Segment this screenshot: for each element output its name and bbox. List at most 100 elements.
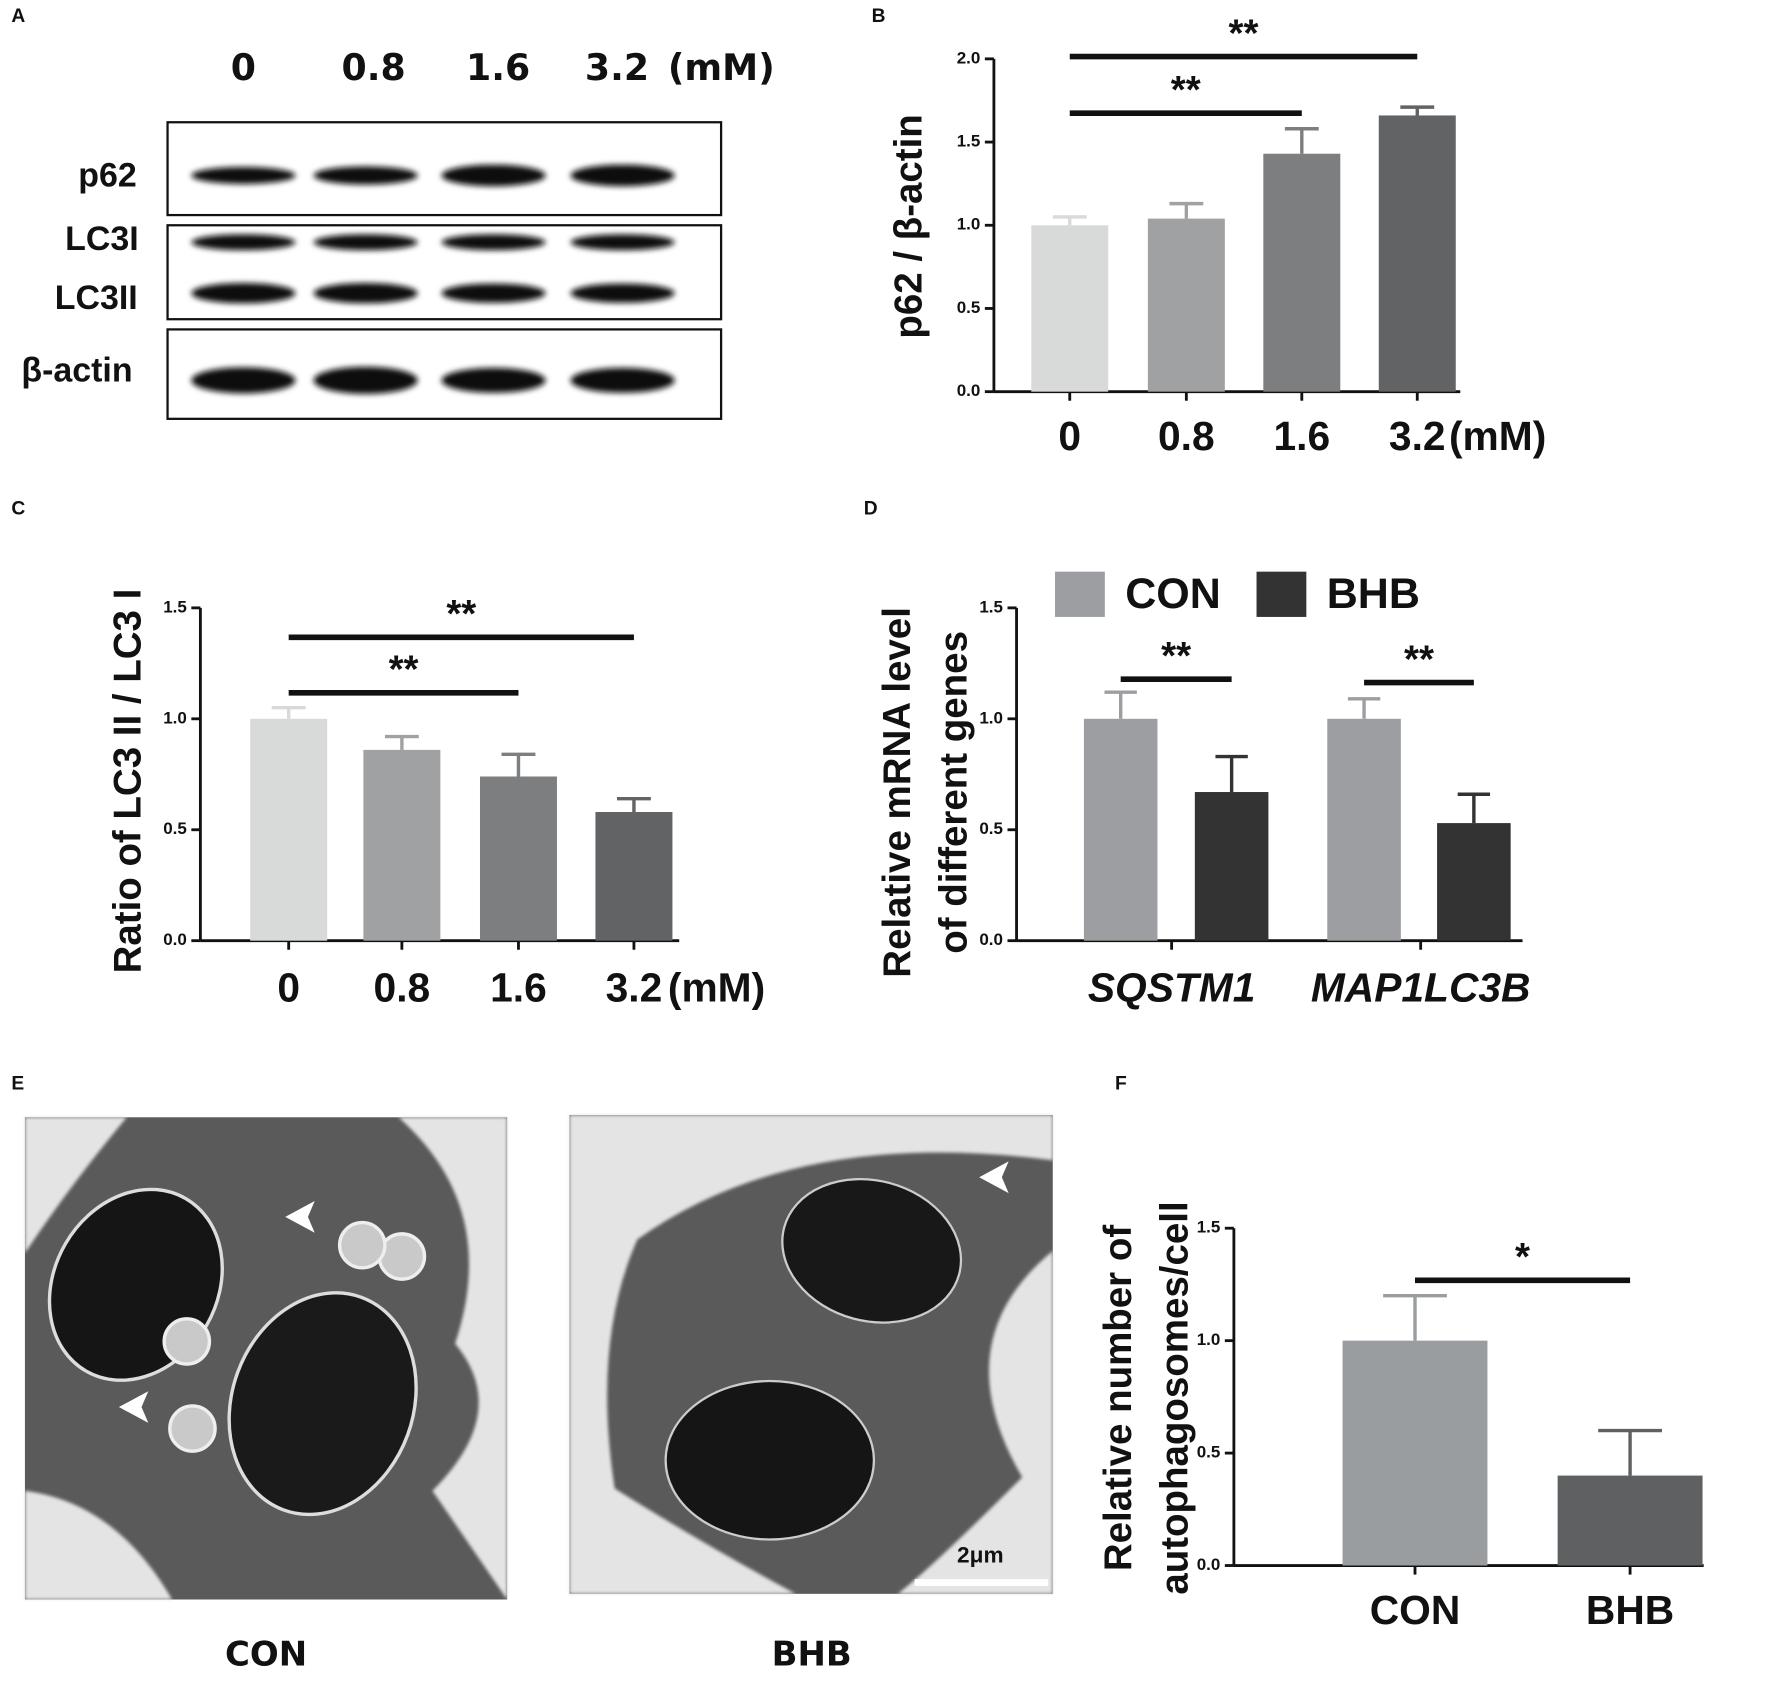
blot-band [313, 366, 418, 394]
x-tick-label: 3.2 [606, 964, 663, 1010]
arrowhead [285, 1201, 315, 1233]
bar [1557, 1475, 1703, 1566]
bar [1147, 218, 1225, 392]
nucleus [781, 1177, 963, 1324]
error-bar [1347, 697, 1381, 719]
x-tick-label: 1.6 [1273, 413, 1330, 459]
significance-label: ** [1171, 69, 1201, 112]
significance-label: * [1515, 1236, 1530, 1279]
blot-band [441, 234, 546, 251]
panel-label: E [11, 1074, 24, 1095]
legend-swatch [1256, 571, 1307, 617]
membrane [569, 1115, 1053, 1594]
error-bar [271, 706, 306, 719]
legend-swatch [1055, 571, 1105, 617]
y-tick-label: 1.0 [957, 215, 981, 234]
y-axis-title: Relative mRNA level [876, 607, 919, 978]
significance-label: ** [1229, 12, 1259, 55]
blot-band [191, 234, 296, 251]
y-tick-label: 0.0 [163, 930, 187, 949]
significance-label: ** [1404, 638, 1434, 681]
blot-band [191, 166, 296, 184]
error-bar [1169, 201, 1204, 219]
y-tick-label: 0.5 [1197, 1443, 1221, 1462]
error-bar [501, 752, 536, 777]
error-bar [617, 796, 651, 812]
blot-band [441, 164, 546, 187]
y-tick-label: 2.0 [957, 48, 981, 67]
x-tick-label: 0 [277, 964, 300, 1010]
bar [1378, 115, 1456, 392]
y-axis-title: Relative number of [1097, 1225, 1140, 1571]
arrowhead [979, 1161, 1009, 1194]
panel-label: D [864, 498, 878, 519]
error-bar [1457, 792, 1491, 824]
error-bar [1383, 1293, 1447, 1341]
membrane [24, 1117, 508, 1600]
bar [1083, 718, 1158, 941]
y-tick-label: 1.0 [979, 708, 1003, 727]
legend-label: BHB [1327, 570, 1420, 618]
error-bar [384, 734, 419, 750]
row-label: LC3II [55, 279, 138, 317]
panel-label: B [872, 6, 886, 27]
y-tick-label: 0.0 [979, 930, 1003, 949]
blot-band [191, 282, 296, 304]
blot-band [441, 283, 546, 303]
y-tick-label: 0.5 [957, 298, 981, 317]
row-label: β-actin [21, 351, 132, 389]
x-tick-label: CON [1370, 1587, 1461, 1633]
panel-label: C [11, 498, 25, 519]
error-bar [1598, 1428, 1662, 1476]
lane-label: 3.2 [585, 46, 649, 89]
blot-band [570, 164, 675, 187]
blot-band [441, 367, 546, 393]
bar [250, 718, 328, 941]
arrowhead [118, 1391, 149, 1423]
y-tick-label: 0.0 [957, 381, 981, 400]
panel-label: A [11, 6, 25, 27]
y-tick-label: 1.5 [957, 132, 981, 151]
lane-label: 0 [231, 46, 256, 89]
y-tick-label: 1.0 [1197, 1330, 1221, 1349]
bar [1327, 718, 1401, 941]
x-tick-label: 0.8 [1158, 413, 1215, 459]
unit-label: (mM) [668, 964, 765, 1010]
bar [1342, 1340, 1488, 1566]
row-label: p62 [78, 157, 136, 195]
y-tick-label: 1.5 [163, 597, 187, 616]
x-tick-label: 0 [1058, 413, 1081, 459]
x-tick-label: 1.6 [490, 964, 547, 1010]
error-bar [1400, 105, 1435, 116]
bar [1437, 823, 1511, 941]
vacuole [168, 1404, 217, 1453]
x-tick-label: 3.2 [1389, 413, 1446, 459]
y-tick-label: 0.0 [1197, 1555, 1221, 1574]
lane-label: 0.8 [341, 46, 405, 89]
blot-band [570, 234, 675, 251]
nucleus [227, 1291, 418, 1517]
lane-label: 1.6 [466, 46, 530, 89]
error-bar [1104, 690, 1137, 719]
row-label: LC3I [65, 220, 139, 258]
nucleus [664, 1379, 876, 1541]
blot-band [570, 283, 675, 303]
y-axis-title: autophagosomes/cell [1153, 1201, 1196, 1594]
bar [1031, 225, 1109, 392]
blot-band [313, 234, 418, 251]
y-tick-label: 1.5 [979, 597, 1003, 616]
y-tick-label: 0.5 [163, 819, 187, 838]
vacuole [337, 1220, 387, 1270]
y-tick-label: 1.0 [163, 708, 187, 727]
blot-band [313, 282, 418, 304]
blot-band [570, 367, 675, 393]
significance-label: ** [446, 593, 476, 636]
significance-label: ** [389, 649, 419, 692]
x-tick-label: 0.8 [374, 964, 431, 1010]
bar [595, 811, 673, 941]
vacuole [162, 1317, 212, 1366]
error-bar [1215, 754, 1248, 793]
micrograph-label: BHB [772, 1635, 852, 1675]
